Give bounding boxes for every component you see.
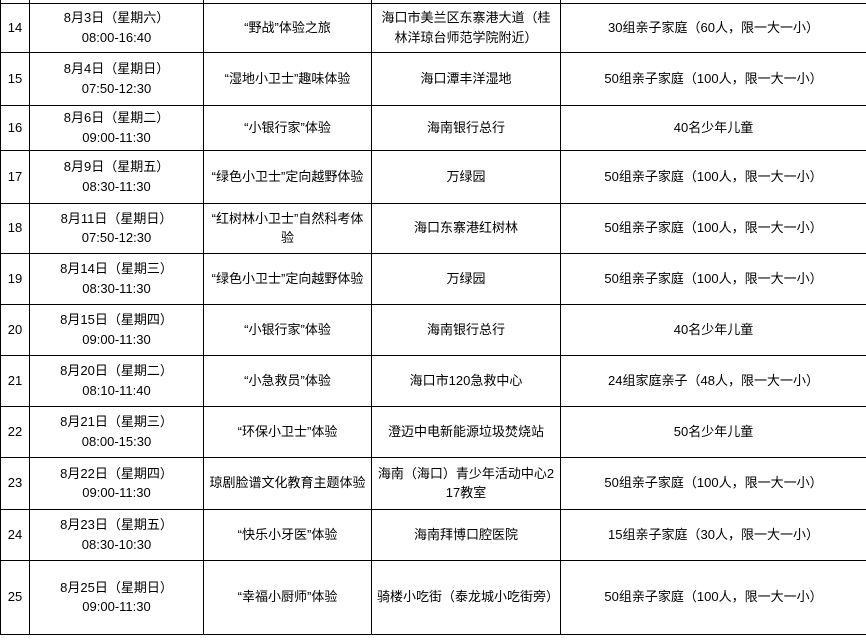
participants-cell: 40名少年儿童: [560, 104, 866, 151]
table-row: 14 8月3日（星期六） 08:00-16:40 “野战”体验之旅 海口市美兰区…: [0, 2, 866, 53]
row-number: 17: [0, 149, 30, 204]
row-number: 22: [0, 405, 30, 458]
participants-cell: 50组亲子家庭（100人，限一大一小）: [560, 252, 866, 305]
activity-cell: 琼剧脸谱文化教育主题体验: [203, 456, 372, 510]
table-row: 22 8月21日（星期三） 08:00-15:30 “环保小卫士”体验 澄迈中电…: [0, 405, 866, 458]
location-cell: 海口市120急救中心: [371, 354, 561, 407]
date-cell: 8月22日（星期四） 09:00-11:30: [29, 456, 204, 510]
time-text: 09:00-11:30: [82, 129, 151, 145]
date-text: 8月22日（星期四）: [60, 465, 173, 481]
date-cell: 8月14日（星期三） 08:30-11:30: [29, 252, 204, 305]
date-cell: 8月23日（星期五） 08:30-10:30: [29, 508, 204, 561]
row-number: 15: [0, 51, 30, 106]
participants-cell: 15组亲子家庭（30人，限一大一小）: [560, 508, 866, 561]
date-cell: 8月9日（星期五） 08:30-11:30: [29, 149, 204, 204]
activity-cell: “环保小卫士”体验: [203, 405, 372, 458]
time-text: 09:00-11:30: [82, 485, 151, 500]
activity-cell: “红树林小卫士”自然科考体验: [203, 202, 372, 254]
date-cell: 8月15日（星期四） 09:00-11:30: [29, 303, 204, 356]
location-cell: 澄迈中电新能源垃圾焚烧站: [371, 405, 561, 458]
participants-cell: 50组亲子家庭（100人，限一大一小）: [560, 559, 866, 635]
location-cell: 海口市美兰区东寨港大道（桂林洋琼台师范学院附近）: [371, 2, 561, 53]
activity-cell: “野战”体验之旅: [203, 2, 372, 53]
participants-cell: 50组亲子家庭（100人，限一大一小）: [560, 149, 866, 204]
date-cell: 8月11日（星期日） 07:50-12:30: [29, 202, 204, 254]
time-text: 08:30-10:30: [81, 536, 152, 552]
location-cell: 海口潭丰洋湿地: [371, 51, 561, 106]
location-cell: 海南拜博口腔医院: [371, 508, 561, 561]
date-text: 8月3日（星期六）: [63, 10, 170, 25]
time-text: 08:30-11:30: [82, 280, 151, 296]
date-text: 8月9日（星期五）: [63, 159, 170, 174]
date-text: 8月11日（星期日）: [60, 210, 173, 226]
date-cell: 8月4日（星期日） 07:50-12:30: [29, 51, 204, 106]
location-cell: 海南银行总行: [371, 303, 561, 356]
date-text: 8月25日（星期日）: [60, 579, 173, 595]
time-text: 07:50-12:30: [81, 80, 152, 96]
table-row: 17 8月9日（星期五） 08:30-11:30 “绿色小卫士”定向越野体验 万…: [0, 149, 866, 204]
time-text: 07:50-12:30: [81, 230, 152, 245]
date-text: 8月15日（星期四）: [60, 312, 173, 327]
time-text: 08:10-11:40: [82, 382, 151, 398]
activity-cell: “小银行家”体验: [203, 104, 372, 151]
date-cell: 8月3日（星期六） 08:00-16:40: [29, 2, 204, 53]
date-text: 8月14日（星期三）: [60, 261, 173, 276]
table-row: 21 8月20日（星期二） 08:10-11:40 “小急救员”体验 海口市12…: [0, 354, 866, 407]
date-text: 8月6日（星期二）: [63, 110, 170, 125]
row-number: 21: [0, 354, 30, 407]
location-cell: 海口东寨港红树林: [371, 202, 561, 254]
activity-cell: “湿地小卫士”趣味体验: [203, 51, 372, 106]
participants-cell: 40名少年儿童: [560, 303, 866, 356]
row-number: 24: [0, 508, 30, 561]
date-text: 8月20日（星期二）: [60, 363, 173, 378]
participants-cell: 50组亲子家庭（100人，限一大一小）: [560, 456, 866, 510]
location-cell: 骑楼小吃街（泰龙城小吃街旁）: [371, 559, 561, 635]
location-cell: 海南银行总行: [371, 104, 561, 151]
participants-cell: 50组亲子家庭（100人，限一大一小）: [560, 202, 866, 254]
date-cell: 8月25日（星期日） 09:00-11:30: [29, 559, 204, 635]
row-number: 23: [0, 456, 30, 510]
time-text: 08:30-11:30: [82, 178, 151, 194]
row-number: 20: [0, 303, 30, 356]
table-row: 24 8月23日（星期五） 08:30-10:30 “快乐小牙医”体验 海南拜博…: [0, 508, 866, 561]
activity-cell: “幸福小厨师”体验: [203, 559, 372, 635]
table-row: 15 8月4日（星期日） 07:50-12:30 “湿地小卫士”趣味体验 海口潭…: [0, 51, 866, 106]
activity-cell: “绿色小卫士”定向越野体验: [203, 252, 372, 305]
location-cell: 海南（海口）青少年活动中心217教室: [371, 456, 561, 510]
row-number: 14: [0, 2, 30, 53]
row-number: 18: [0, 202, 30, 254]
table-row: 25 8月25日（星期日） 09:00-11:30 “幸福小厨师”体验 骑楼小吃…: [0, 559, 866, 635]
table-row: 23 8月22日（星期四） 09:00-11:30 琼剧脸谱文化教育主题体验 海…: [0, 456, 866, 510]
row-number: 25: [0, 559, 30, 635]
location-cell: 万绿园: [371, 252, 561, 305]
time-text: 09:00-11:30: [82, 331, 151, 347]
date-text: 8月23日（星期五）: [60, 517, 173, 532]
time-text: 08:00-16:40: [81, 29, 152, 45]
date-cell: 8月20日（星期二） 08:10-11:40: [29, 354, 204, 407]
activity-cell: “小急救员”体验: [203, 354, 372, 407]
row-number: 16: [0, 104, 30, 151]
date-cell: 8月21日（星期三） 08:00-15:30: [29, 405, 204, 458]
participants-cell: 30组亲子家庭（60人，限一大一小）: [560, 2, 866, 53]
date-text: 8月21日（星期三）: [60, 414, 173, 429]
time-text: 09:00-11:30: [82, 599, 151, 614]
activity-cell: “快乐小牙医”体验: [203, 508, 372, 561]
date-cell: 8月6日（星期二） 09:00-11:30: [29, 104, 204, 151]
activity-cell: “小银行家”体验: [203, 303, 372, 356]
participants-cell: 24组家庭亲子（48人，限一大一小）: [560, 354, 866, 407]
table-row: 20 8月15日（星期四） 09:00-11:30 “小银行家”体验 海南银行总…: [0, 303, 866, 356]
participants-cell: 50组亲子家庭（100人，限一大一小）: [560, 51, 866, 106]
table-row: 16 8月6日（星期二） 09:00-11:30 “小银行家”体验 海南银行总行…: [0, 104, 866, 151]
table-row: 19 8月14日（星期三） 08:30-11:30 “绿色小卫士”定向越野体验 …: [0, 252, 866, 305]
date-text: 8月4日（星期日）: [63, 61, 170, 76]
table-row: 18 8月11日（星期日） 07:50-12:30 “红树林小卫士”自然科考体验…: [0, 202, 866, 254]
activity-cell: “绿色小卫士”定向越野体验: [203, 149, 372, 204]
location-cell: 万绿园: [371, 149, 561, 204]
row-number: 19: [0, 252, 30, 305]
participants-cell: 50名少年儿童: [560, 405, 866, 458]
time-text: 08:00-15:30: [81, 433, 152, 449]
